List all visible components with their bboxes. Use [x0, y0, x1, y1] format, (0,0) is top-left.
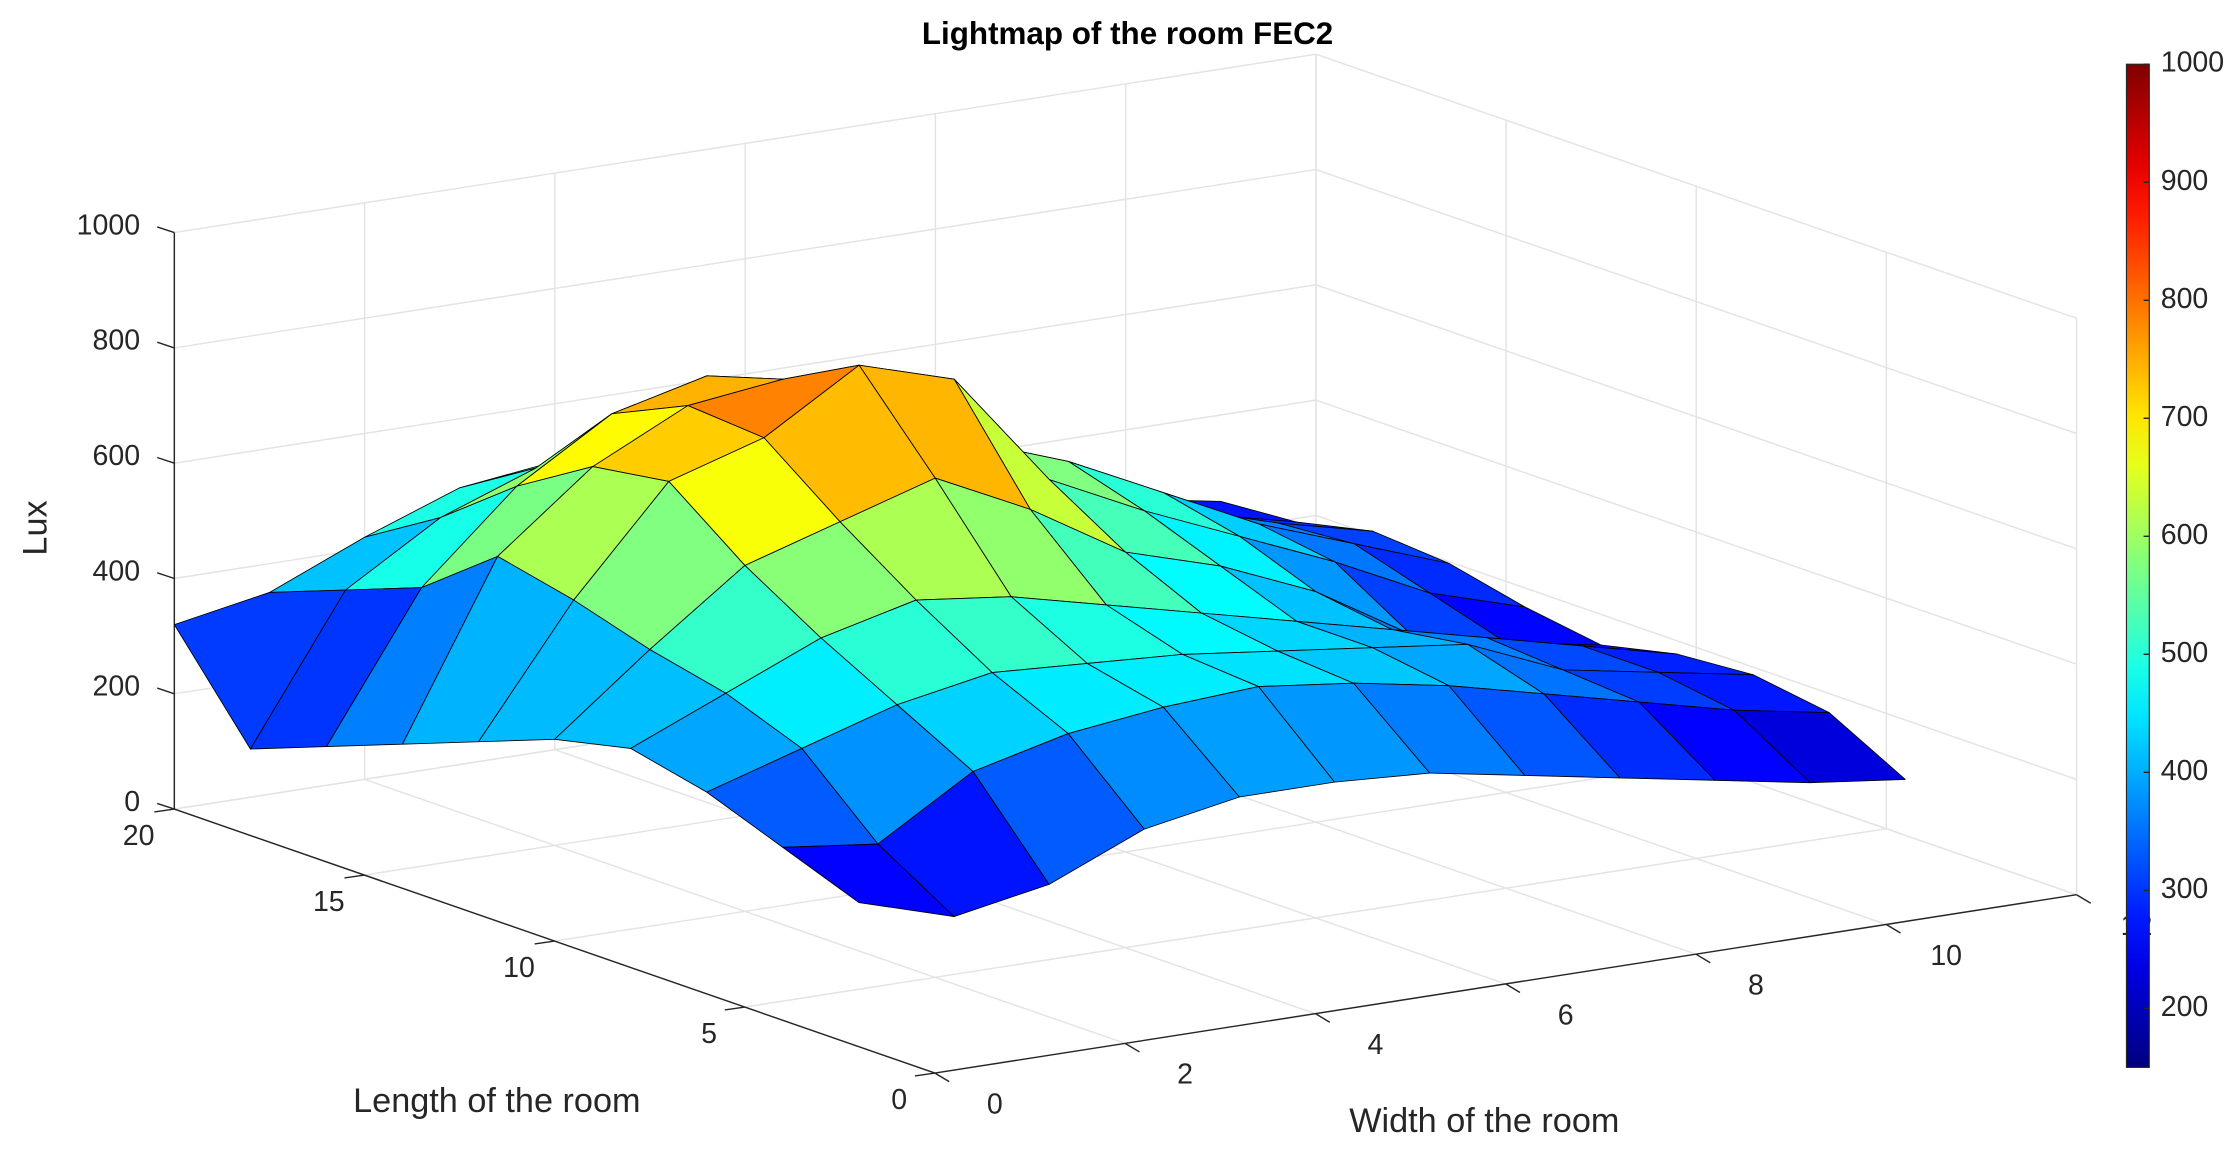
y-tick-label: 10: [503, 952, 535, 984]
z-tick: [156, 572, 175, 580]
grid-line: [174, 53, 1317, 234]
y-tick-label: 5: [701, 1018, 717, 1050]
x-tick: [1695, 953, 1711, 964]
x-tick-label: 4: [1367, 1029, 1383, 1061]
z-axis-label: Lux: [16, 500, 54, 555]
colorbar-tick-label: 700: [2161, 401, 2209, 433]
x-tick-label: 10: [1930, 940, 1962, 972]
y-tick: [724, 1006, 745, 1011]
y-tick: [534, 940, 555, 945]
colorbar-tick-label: 400: [2161, 755, 2209, 787]
x-tick: [1315, 1013, 1331, 1023]
surface-patch: [782, 843, 955, 917]
x-tick-label: 0: [987, 1088, 1003, 1120]
x-axis-label: Width of the room: [1349, 1102, 1619, 1140]
z-tick-label: 400: [93, 555, 141, 587]
grid-line: [174, 284, 1317, 464]
z-tick: [156, 456, 175, 464]
colorbar: [2125, 63, 2150, 1068]
x-tick-label: 2: [1177, 1059, 1193, 1091]
grid-line: [174, 168, 1317, 349]
grid-line: [1315, 399, 2077, 665]
colorbar-tick-label: 300: [2161, 873, 2209, 905]
grid-line: [554, 762, 1697, 942]
y-tick: [914, 1072, 936, 1077]
grid-line: [1315, 284, 2077, 550]
grid-line: [1315, 514, 2077, 781]
z-tick-label: 0: [124, 786, 140, 818]
z-tick: [156, 341, 175, 349]
z-tick-label: 800: [93, 325, 141, 357]
x-tick-label: 8: [1748, 970, 1764, 1002]
colorbar-tick-label: 900: [2161, 165, 2209, 197]
grid-line: [1315, 53, 2077, 319]
colorbar-tick-label: 600: [2161, 519, 2209, 551]
z-tick-label: 600: [93, 440, 141, 472]
x-tick: [2076, 894, 2092, 904]
z-tick: [156, 802, 175, 810]
y-tick: [154, 808, 175, 813]
colorbar-tick-label: 1000: [2161, 47, 2224, 79]
y-tick-label: 0: [891, 1084, 907, 1116]
x-tick-label: 6: [1558, 999, 1574, 1031]
x-tick: [1885, 923, 1901, 934]
x-tick: [934, 1072, 950, 1083]
chart-title: Lightmap of the room FEC2: [922, 16, 1333, 51]
z-tick-label: 1000: [77, 209, 140, 241]
y-tick-label: 15: [313, 886, 345, 918]
x-tick: [1505, 983, 1521, 994]
y-tick: [344, 874, 365, 879]
z-tick: [156, 687, 175, 695]
y-axis-label: Length of the room: [353, 1082, 640, 1120]
grid-line: [744, 828, 1887, 1008]
z-tick: [156, 226, 175, 234]
grid-line: [1315, 168, 2077, 435]
z-tick-label: 200: [93, 671, 141, 703]
colorbar-tick-label: 200: [2161, 991, 2209, 1023]
y-tick-label: 20: [123, 820, 155, 852]
colorbar-tick-label: 500: [2161, 637, 2209, 669]
colorbar-tick-label: 800: [2161, 283, 2209, 315]
x-tick: [1124, 1042, 1140, 1053]
